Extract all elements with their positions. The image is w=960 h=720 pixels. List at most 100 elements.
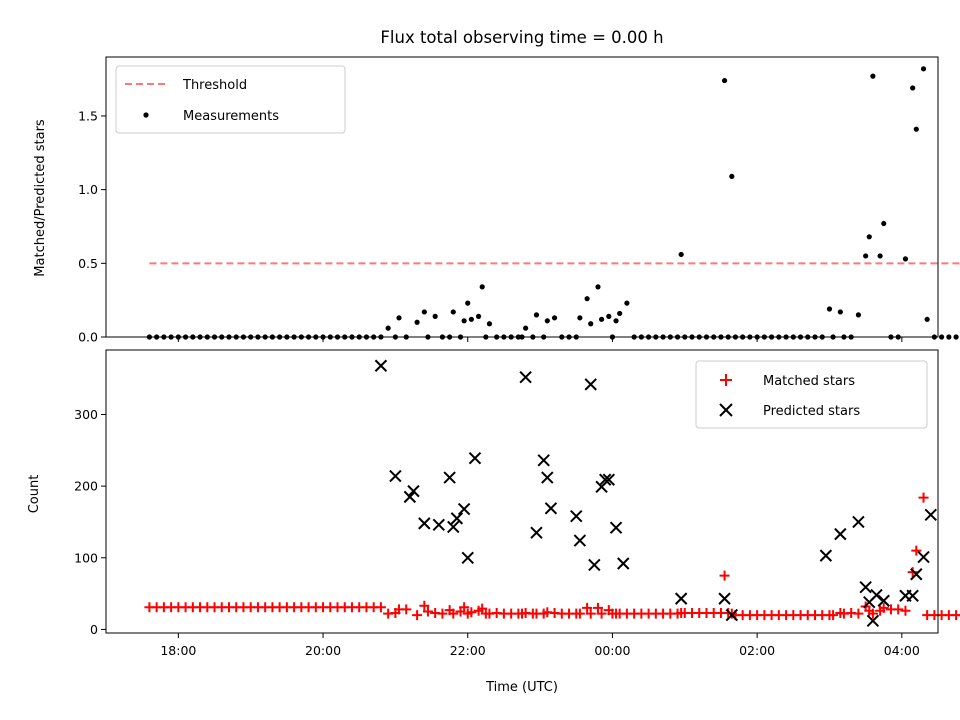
top-legend-box [115,65,346,134]
y-tick-label: 300 [74,407,98,422]
matched-star-point [596,608,607,619]
predicted-star-point [725,608,739,622]
y-tick-label: 1.0 [78,182,98,197]
bottom-panel: Count Time (UTC) 0 100 200 300 18:00 20:00 22… [27,349,960,695]
measurement-point [421,309,427,315]
x-tick-label: 04:00 [884,643,920,658]
predicted-star-point [403,490,417,504]
measurement-point [588,321,594,327]
matched-star-point [853,608,864,619]
matched-star-point [585,608,596,619]
predicted-star-point [917,550,930,564]
predicted-star-point [418,517,431,530]
predicted-star-point [877,594,890,607]
predicted-star-point [866,614,880,628]
measurements-legend-swatch [143,112,149,118]
bottom-legend: Matched stars Predicted stars [695,360,928,429]
matched-star-point [828,610,839,621]
measurement-point [544,318,550,324]
measurement-point [584,296,590,302]
measurement-point [721,77,728,84]
predicted-star-point [461,551,474,564]
predicted-star-point [870,588,883,602]
top-x-ticks [177,337,903,342]
top-panel-ylabel: Matched/Predicted stars [33,119,48,277]
measurement-point [855,312,862,318]
measurement-point [910,85,916,91]
predicted-star-point [541,471,554,484]
matched-star-point [375,602,386,613]
matched-star-point [412,610,423,621]
measurement-point [523,325,529,331]
measurement-point [877,253,883,259]
predicted-star-point [852,515,865,529]
x-tick-label: 18:00 [160,643,196,658]
measurement-point [598,316,605,322]
measurement-point [863,253,869,259]
predicted-star-point [718,592,731,605]
measurement-point [486,321,493,327]
measurements-legend-label: Measurements [183,109,279,124]
y-tick-label: 100 [74,550,98,565]
measurement-point [946,334,952,340]
measurement-point [924,316,930,322]
top-legend: Threshold Measurements [115,65,346,134]
predicted-star-point [602,473,616,486]
measurement-point [826,306,833,312]
measurement-point [624,300,630,306]
measurement-point [617,310,623,317]
matched-star-point [582,602,593,613]
threshold-legend-label: Threshold [182,78,247,93]
measurement-point [461,318,467,324]
bottom-legend-box [695,360,928,429]
x-tick-label: 20:00 [305,643,341,658]
predicted-star-point [544,502,558,515]
matched-stars-legend-swatch [720,374,732,386]
y-tick-label: 0 [90,622,98,637]
matched-star-point [592,602,603,613]
bottom-x-ticks: 18:00 20:00 22:00 00:00 02:00 04:00 [160,633,920,658]
predicted-star-point [537,454,550,467]
x-tick-label: 00:00 [594,643,630,658]
predicted-star-point [447,520,460,534]
measurement-point [920,66,927,72]
matched-star-point [437,608,448,619]
matched-star-point [466,607,477,618]
predicted-star-point [910,568,923,581]
predicted-star-point [573,534,587,547]
predicted-stars-points [374,359,937,628]
predicted-star-point [457,502,471,516]
matched-star-point [918,492,929,503]
measurement-point [479,284,485,290]
y-tick-label: 0.5 [78,256,98,271]
matched-star-point [422,606,433,617]
matched-star-point [401,604,412,615]
predicted-star-point [519,371,532,384]
predicted-star-point [609,521,623,534]
measurement-point [414,319,420,325]
predicted-stars-legend-swatch [719,403,733,417]
predicted-star-point [617,557,630,570]
measurement-point [837,309,843,315]
matched-star-point [907,567,918,578]
measurement-point [595,284,601,290]
predicted-star-point [588,558,601,572]
predicted-star-point [530,526,543,539]
measurement-point [475,313,482,319]
measurement-point [468,316,474,322]
matched-star-point [900,605,911,616]
measurement-point [866,234,872,240]
matched-star-point [867,608,878,619]
measurement-point [533,312,540,318]
predicted-star-point [859,580,872,594]
matched-star-point [719,570,730,581]
bottom-panel-xlabel: Time (UTC) [485,680,558,695]
predicted-stars-legend-label: Predicted stars [763,404,860,419]
predicted-star-point [389,469,402,483]
top-panel-title: Flux total observing time = 0.00 h [380,28,663,47]
matched-star-point [911,545,922,556]
measurement-point [577,315,583,321]
y-tick-label: 0.0 [78,330,98,345]
predicted-star-point [584,378,597,391]
predicted-star-point [432,518,446,532]
